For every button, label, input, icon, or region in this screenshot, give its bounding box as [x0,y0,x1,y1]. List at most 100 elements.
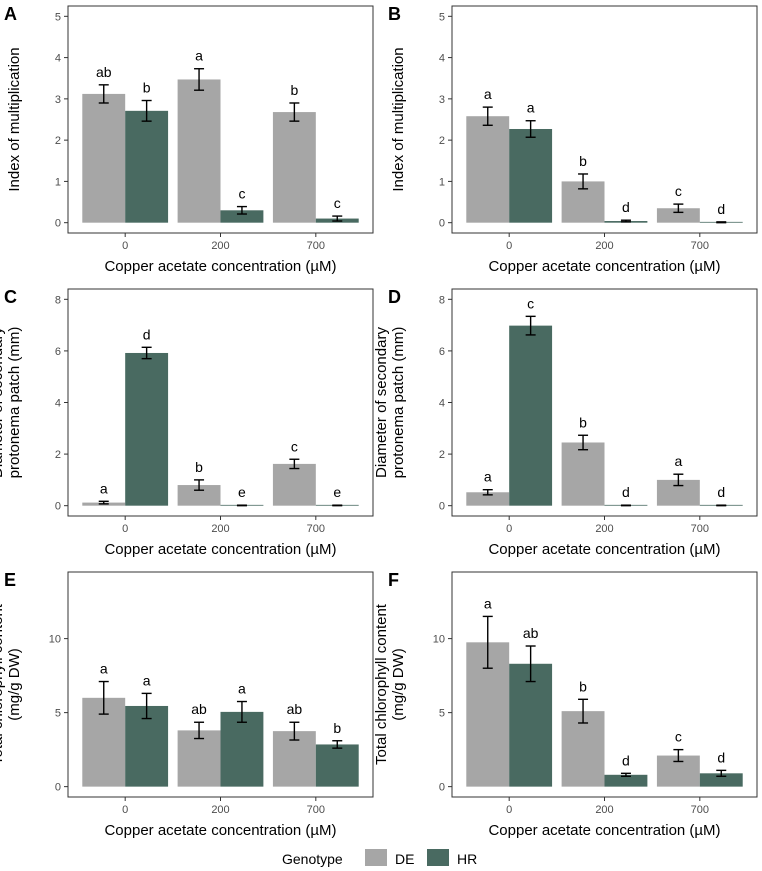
error-bar [194,479,205,491]
x-tick-label: 200 [595,523,613,535]
x-axis-label: Copper acetate concentration (µM) [488,258,720,275]
error-bar [716,504,727,507]
bar-hr-200 [604,774,648,787]
x-tick-label: 200 [595,240,613,252]
error-bar [194,68,205,91]
y-tick-label: 0 [439,501,445,513]
error-bar [289,102,300,122]
error-bar [236,700,247,723]
significance-letter: a [527,100,535,116]
significance-letter: c [675,183,682,199]
error-bar [620,219,631,223]
significance-letter: c [238,186,245,202]
y-axis-label: Index of multiplication [6,47,23,191]
x-tick-label: 0 [122,240,128,252]
panel-letter: A [4,4,17,24]
significance-letter: c [527,295,534,311]
legend-swatch-de [365,849,387,866]
bar-hr-0 [125,705,169,787]
panel-letter: E [4,570,16,590]
error-bar [289,721,300,741]
significance-letter: e [333,484,341,500]
error-bar [98,84,109,104]
bar-hr-0 [509,325,553,506]
significance-letter: a [100,661,108,677]
x-tick-label: 0 [506,804,512,816]
y-tick-label: 0 [55,218,61,230]
error-bar [194,721,205,740]
y-tick-label: 8 [55,294,61,306]
bar-hr-700 [699,773,743,787]
y-tick-label: 3 [55,94,61,106]
y-tick-label: 4 [439,53,445,65]
bar-de-700 [656,208,700,223]
x-tick-label: 700 [691,523,709,535]
y-tick-label: 2 [439,135,445,147]
significance-letter: ab [523,625,539,641]
error-bar [673,203,684,214]
bar-hr-700 [315,744,359,787]
error-bar [578,698,589,724]
significance-letter: b [333,720,341,736]
error-bar [332,740,343,749]
error-bar [482,615,493,669]
significance-letter: b [195,459,203,475]
bar-hr-0 [509,128,553,223]
significance-letter: a [143,672,151,688]
panel-b: Ba b c a d d 0 1 2 3 4 5 0 200 700 Copper acetate conce… [388,4,758,275]
significance-letter: ab [96,64,112,80]
bar-de-0 [82,93,126,223]
panel-d: Da b a c d d 0 2 4 6 8 0 200 700 Copper acetate concen… [373,287,758,558]
y-axis-label: Total chlorophyll content [0,603,6,765]
bar-hr-200 [220,711,264,787]
error-bar [525,120,536,138]
significance-letter: a [674,453,682,469]
y-tick-label: 5 [55,11,61,23]
error-bar [332,215,343,222]
x-tick-label: 200 [211,523,229,535]
y-tick-label: 10 [433,634,445,646]
y-tick-label: 5 [439,708,445,720]
significance-letter: b [579,414,587,430]
bar-de-200 [177,485,221,506]
error-bar [578,173,589,190]
error-bar [98,500,109,505]
significance-letter: a [484,86,492,102]
significance-letter: d [717,749,725,765]
error-bar [98,680,109,715]
x-tick-label: 0 [506,240,512,252]
y-tick-label: 5 [55,708,61,720]
y-tick-label: 2 [55,449,61,461]
y-tick-label: 4 [55,398,61,410]
y-tick-label: 3 [439,94,445,106]
legend-swatch-hr [427,849,449,866]
x-tick-label: 700 [307,523,325,535]
y-axis-label: Diameter of secondary [0,327,6,478]
panel-c: Ca b c d e e 0 2 4 6 8 0 200 700 Copper acetate concen… [0,287,374,558]
genotype-legend: Genotype DE HR [282,849,477,867]
y-tick-label: 2 [439,449,445,461]
y-tick-label: 1 [55,176,61,188]
significance-letter: c [334,195,341,211]
error-bar [716,769,727,777]
significance-letter: d [622,484,630,500]
y-tick-label: 2 [55,135,61,147]
error-bar [525,645,536,683]
error-bar [236,205,247,215]
y-axis-label: protonema patch (mm) [390,327,407,479]
error-bar [236,504,247,507]
y-tick-label: 4 [439,398,445,410]
significance-letter: b [579,153,587,169]
y-tick-label: 6 [55,346,61,358]
x-tick-label: 700 [307,804,325,816]
significance-letter: d [143,326,151,342]
significance-letter: ab [287,701,303,717]
x-tick-label: 700 [691,240,709,252]
significance-letter: d [717,201,725,217]
significance-letter: d [622,199,630,215]
panel-letter: C [4,287,17,307]
y-tick-label: 8 [439,294,445,306]
error-bar [716,221,727,224]
